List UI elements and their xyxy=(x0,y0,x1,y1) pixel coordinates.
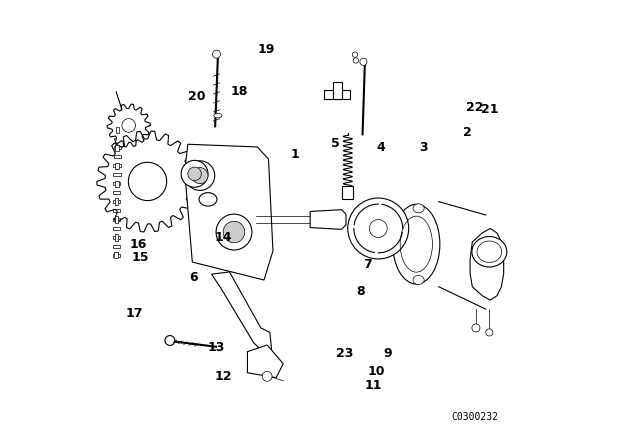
Bar xyxy=(115,198,118,205)
Circle shape xyxy=(360,58,367,65)
Bar xyxy=(113,227,120,230)
Text: 14: 14 xyxy=(215,231,232,244)
Text: 18: 18 xyxy=(230,85,248,99)
Bar xyxy=(342,186,353,199)
Polygon shape xyxy=(185,144,273,280)
Bar xyxy=(113,254,120,257)
Text: 20: 20 xyxy=(188,90,205,103)
Bar xyxy=(113,173,120,176)
Bar xyxy=(115,216,118,223)
Bar xyxy=(114,138,121,140)
Text: 5: 5 xyxy=(332,137,340,150)
Bar xyxy=(115,234,118,241)
Text: 7: 7 xyxy=(363,258,371,271)
Circle shape xyxy=(122,119,136,132)
Bar xyxy=(114,120,121,122)
Bar xyxy=(115,181,118,187)
Text: 6: 6 xyxy=(189,271,198,284)
Circle shape xyxy=(181,160,208,187)
Text: 12: 12 xyxy=(215,370,232,383)
Bar xyxy=(113,191,120,194)
Bar xyxy=(115,252,118,258)
Ellipse shape xyxy=(393,204,440,284)
Ellipse shape xyxy=(472,237,507,267)
Circle shape xyxy=(192,168,208,184)
Bar xyxy=(115,145,119,151)
Text: 3: 3 xyxy=(419,141,428,155)
Text: 1: 1 xyxy=(291,148,300,161)
Circle shape xyxy=(262,371,272,381)
Polygon shape xyxy=(97,131,198,232)
Text: 16: 16 xyxy=(130,237,147,251)
Text: 2: 2 xyxy=(463,125,472,139)
Circle shape xyxy=(369,220,387,237)
Text: C0300232: C0300232 xyxy=(451,412,498,422)
Bar xyxy=(113,182,120,185)
Circle shape xyxy=(353,58,358,63)
Bar xyxy=(113,164,120,167)
Text: 15: 15 xyxy=(132,251,150,264)
Ellipse shape xyxy=(214,113,222,118)
Polygon shape xyxy=(248,345,284,378)
Text: 23: 23 xyxy=(336,347,353,361)
Bar xyxy=(113,218,120,221)
Circle shape xyxy=(223,221,244,243)
Bar xyxy=(333,82,342,99)
Bar xyxy=(113,200,120,203)
Bar xyxy=(113,236,120,239)
Text: 17: 17 xyxy=(125,307,143,320)
Text: 11: 11 xyxy=(365,379,383,392)
Ellipse shape xyxy=(413,276,424,284)
Bar xyxy=(113,146,121,149)
Ellipse shape xyxy=(413,204,424,213)
Text: 13: 13 xyxy=(207,340,225,354)
Text: 19: 19 xyxy=(257,43,275,56)
Bar xyxy=(115,163,119,169)
Circle shape xyxy=(216,214,252,250)
Text: 4: 4 xyxy=(376,141,385,155)
Polygon shape xyxy=(212,272,271,352)
Circle shape xyxy=(486,329,493,336)
Circle shape xyxy=(472,324,480,332)
Bar xyxy=(114,129,121,131)
Text: 21: 21 xyxy=(481,103,498,116)
Text: 22: 22 xyxy=(466,101,483,114)
Circle shape xyxy=(188,167,201,181)
Circle shape xyxy=(185,161,215,190)
Text: 8: 8 xyxy=(356,284,365,298)
Circle shape xyxy=(165,336,175,345)
Bar xyxy=(113,209,120,212)
Bar xyxy=(324,90,351,99)
Circle shape xyxy=(352,52,358,57)
Ellipse shape xyxy=(199,193,217,206)
Circle shape xyxy=(348,198,409,259)
Polygon shape xyxy=(470,228,504,300)
Bar xyxy=(116,127,119,133)
Text: 9: 9 xyxy=(383,347,392,361)
Text: 10: 10 xyxy=(367,365,385,379)
Circle shape xyxy=(212,50,221,58)
Polygon shape xyxy=(310,210,346,229)
Bar xyxy=(113,155,121,158)
Bar xyxy=(113,245,120,248)
Polygon shape xyxy=(108,104,150,147)
